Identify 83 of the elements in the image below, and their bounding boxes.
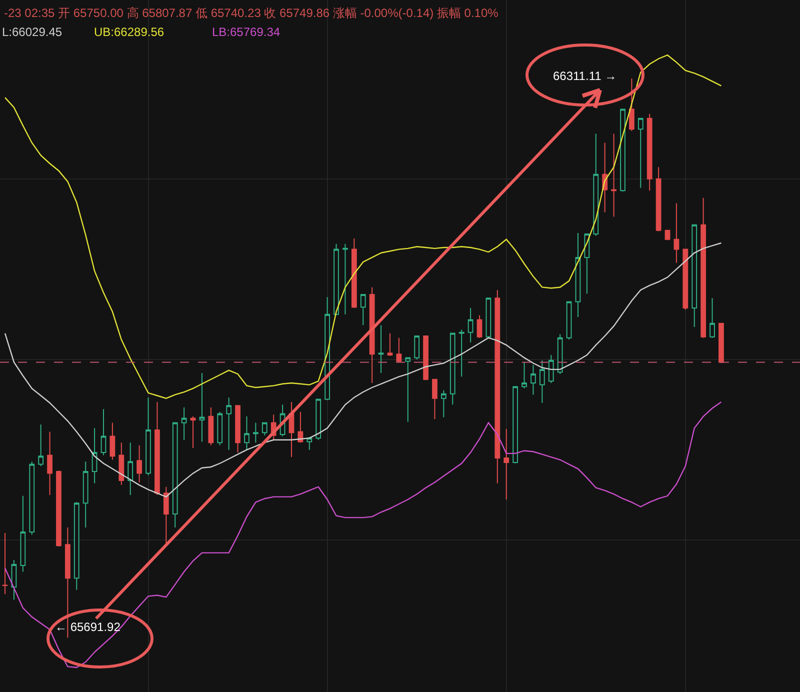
- candlestick: [611, 133, 616, 218]
- candlestick: [396, 337, 402, 363]
- candlestick: [548, 354, 554, 384]
- candlestick: [593, 133, 599, 236]
- candlestick: [92, 428, 98, 484]
- candlestick: [288, 401, 294, 458]
- candlestick: [441, 390, 446, 418]
- candlestick: [575, 232, 581, 318]
- candlestick: [20, 495, 26, 572]
- candlestick: [646, 113, 652, 192]
- candlestick: [539, 360, 545, 404]
- candlestick: [208, 406, 214, 446]
- candlestick: [74, 502, 80, 590]
- candlestick: [360, 294, 366, 326]
- candlestick: [110, 422, 116, 460]
- candlestick: [306, 436, 312, 450]
- candlestick: [235, 405, 240, 454]
- candlestick: [476, 314, 482, 338]
- candlestick: [486, 298, 492, 338]
- candlestick: [56, 470, 62, 547]
- candlestick: [252, 422, 258, 444]
- candlestick: [710, 298, 715, 338]
- candlestick: [638, 118, 644, 188]
- candlestick: [504, 428, 510, 500]
- annotation: ← 65691.92: [55, 620, 121, 634]
- candlestick: [718, 322, 724, 364]
- candlestick: [414, 336, 420, 360]
- candlestick: [2, 532, 8, 595]
- candlestick: [47, 431, 52, 496]
- candlestick: [181, 406, 187, 440]
- text: -23 02:35 开 65750.00 高 65807.87 低 65740.23 收 65749.86 涨幅 -0.00%(-0.14) 振幅 0.10%: [4, 6, 499, 20]
- candlestick: [512, 386, 518, 464]
- candlestick: [244, 416, 250, 450]
- candlestick: [190, 416, 196, 449]
- candlestick: [334, 243, 339, 316]
- candlestick: [199, 372, 205, 442]
- candlestick: [584, 233, 590, 294]
- candlestick: [432, 378, 438, 420]
- candlestick: [351, 238, 357, 309]
- candlestick: [11, 560, 17, 600]
- candlestick: [29, 461, 35, 536]
- candlestick: [154, 401, 160, 496]
- candlestick: [656, 166, 662, 232]
- candlestick: [468, 308, 474, 343]
- candlestick: [450, 332, 456, 406]
- candlestick: [557, 334, 563, 374]
- candlestick: [82, 461, 88, 528]
- candlestick: [378, 324, 384, 374]
- candlestick: [118, 442, 124, 486]
- candlestick: [316, 398, 322, 440]
- candlestick: [64, 527, 70, 638]
- candlestick: [620, 108, 626, 192]
- candlestick: [226, 396, 232, 450]
- text: LB:65769.34: [212, 25, 280, 39]
- candlestick: [387, 332, 393, 356]
- candlestick: [522, 362, 527, 389]
- candlestick: [136, 444, 142, 483]
- candlestick: [100, 408, 106, 456]
- candlestick: [146, 396, 151, 476]
- candlestick: [692, 224, 698, 328]
- candlestick: [405, 357, 411, 422]
- candlestick: [530, 364, 536, 396]
- candlestick: [494, 289, 500, 484]
- candlestick: [262, 422, 268, 436]
- candlestick: [664, 230, 670, 241]
- candlestick: [566, 301, 572, 340]
- candlestick: [163, 486, 169, 546]
- candlestick: [423, 336, 428, 381]
- candlestick: [38, 424, 44, 467]
- candlestick: [674, 202, 680, 264]
- candlestick: [369, 286, 375, 384]
- candlestick: [128, 442, 134, 496]
- candlestick: [298, 411, 304, 444]
- candlestick: [629, 78, 634, 132]
- candlestick: [172, 422, 178, 528]
- annotation: 66311.11 →: [553, 69, 617, 83]
- candlestick: [458, 329, 464, 378]
- text: L:66029.45: [2, 25, 62, 39]
- candlestick: [700, 197, 706, 338]
- candlestick: [682, 248, 688, 310]
- text: UB:66289.56: [94, 25, 164, 39]
- candlestick: [342, 243, 348, 315]
- candlestick: [217, 411, 223, 446]
